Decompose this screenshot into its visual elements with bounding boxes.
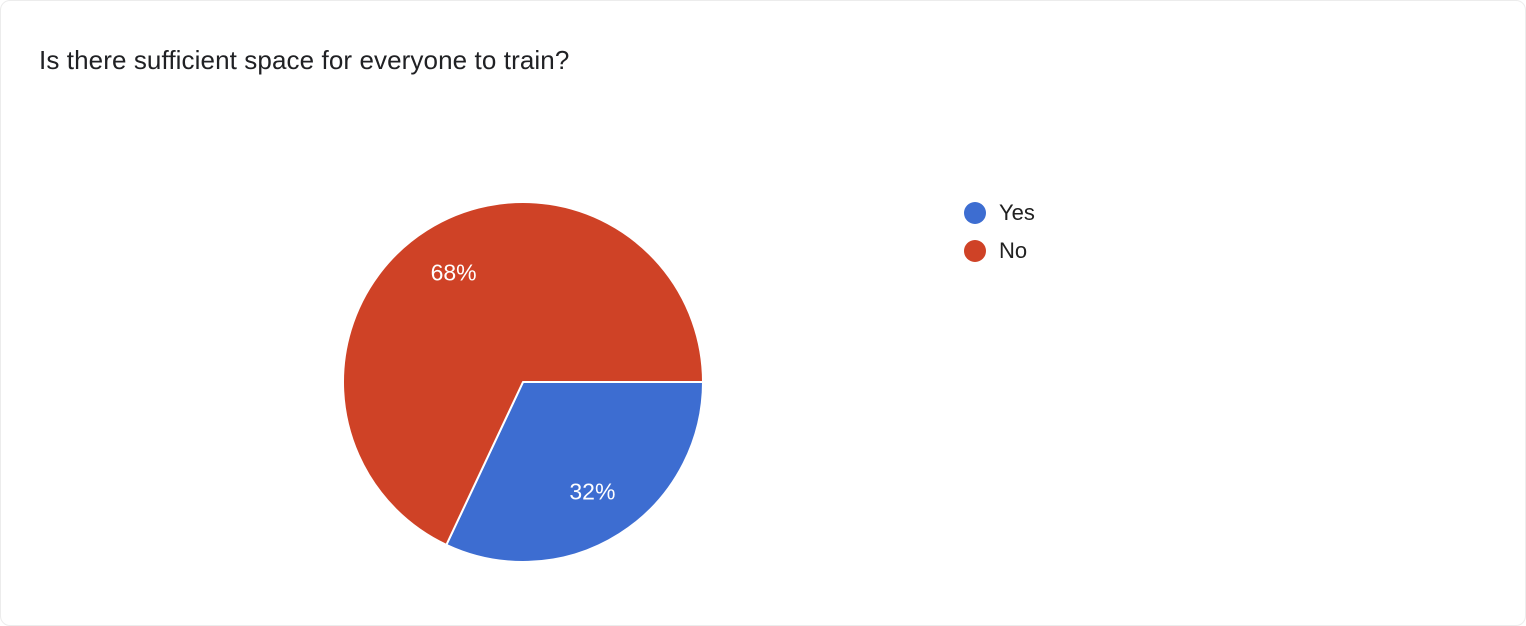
pie-slice-no[interactable] — [342, 201, 704, 546]
legend-label: Yes — [999, 199, 1035, 225]
chart-legend: Yes No — [964, 198, 1035, 265]
legend-swatch-no — [964, 239, 986, 262]
legend-item-no: No — [964, 236, 1035, 265]
pie-slice-label-no: 68% — [431, 260, 477, 286]
question-title: Is there sufficient space for everyone t… — [39, 45, 570, 75]
legend-swatch-yes — [964, 201, 986, 224]
pie-slice-yes[interactable] — [445, 381, 704, 563]
legend-label: No — [999, 237, 1028, 263]
pie-slice-label-yes: 32% — [569, 478, 615, 504]
legend-item-yes: Yes — [964, 198, 1035, 227]
